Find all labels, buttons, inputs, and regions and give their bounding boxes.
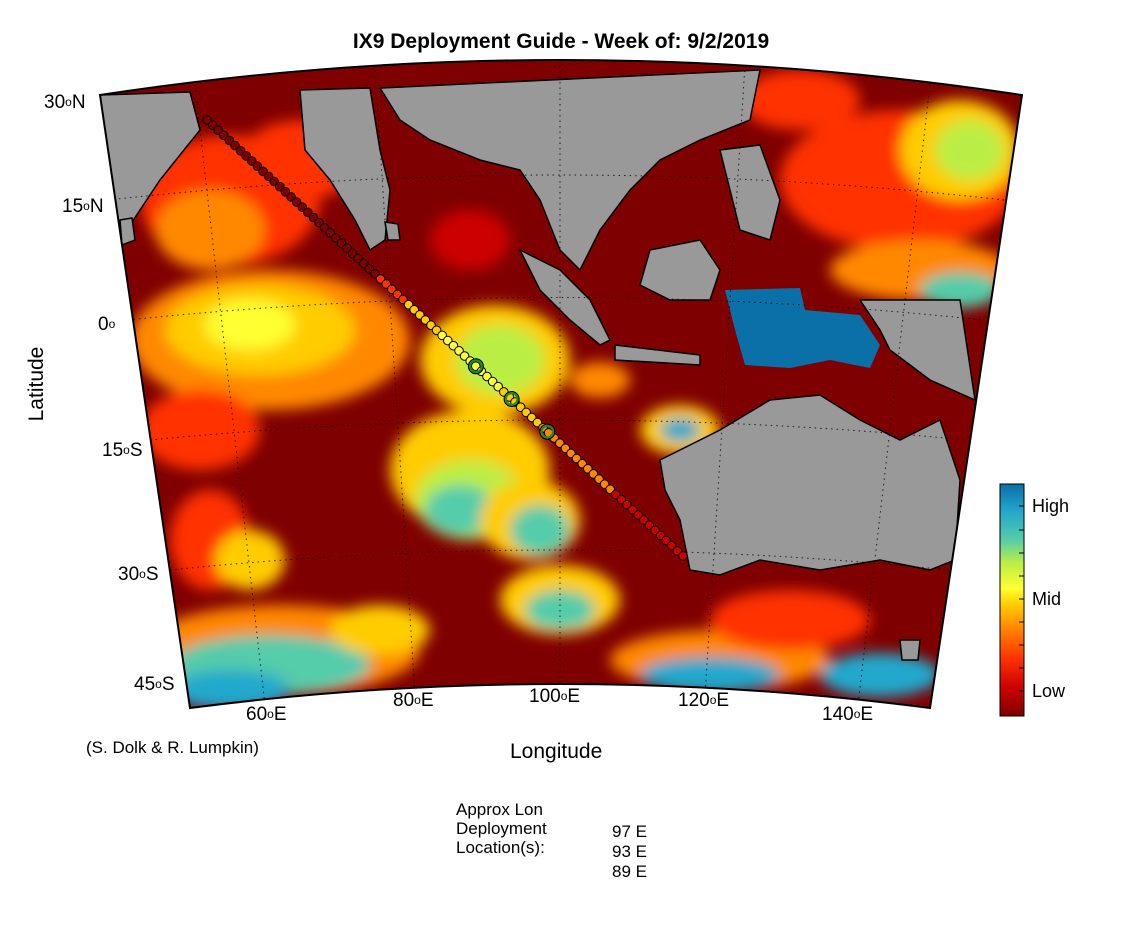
java-land [614,344,701,366]
india-land [299,87,391,252]
sumatra-land [518,248,612,346]
deployment-marker [504,391,519,407]
lon-tick-100e: 100oE [529,686,581,707]
borneo-land [639,239,721,301]
ix9-transect [202,115,688,561]
philippines-land [719,144,781,241]
page-title: IX9 Deployment Guide - Week of: 9/2/2019 [352,30,770,53]
lon-tick-80e: 80oE [393,690,434,711]
deployment-marker [468,359,484,374]
deployment-locations: 97 E 93 E 89 E [612,822,647,882]
deployment-header-line: Location(s): [456,838,545,857]
lon-tick-120e: 120oE [678,690,730,711]
colorbar-ticks [1019,505,1024,692]
deployment-marker-outline [467,358,484,375]
deployment-header-line: Deployment [456,819,547,838]
new-guinea-land [858,299,976,402]
colorbar [999,483,1025,717]
deployment-marker-outline [503,391,520,407]
deployment-marker [540,424,555,439]
x-axis-title: Longitude [510,740,603,763]
lon-tick-60e: 60oE [246,704,287,725]
deployment-location: 93 E [612,842,647,861]
tasmania-land [899,639,921,661]
graticule [107,60,1005,706]
lat-tick-15n: 15oN [62,196,104,217]
land [100,69,976,661]
deployment-header: Approx Lon Deployment Location(s): [456,800,547,857]
asia-land [378,69,761,272]
lon-tick-140e: 140oE [822,704,874,725]
transect-marker [678,551,688,561]
lat-tick-45s: 45oS [134,674,175,695]
lat-tick-15s: 15oS [102,440,143,461]
y-axis-title: Latitude [25,346,48,422]
colorbar-label-high: High [1032,496,1070,516]
banda-sea-high [725,288,880,368]
colorbar-label-mid: Mid [1032,589,1062,609]
australia-land [659,394,961,576]
lat-tick-30s: 30oS [118,564,159,585]
deployment-location: 97 E [612,822,647,841]
data-field-blobs [130,70,1020,708]
lat-tick-30n: 30oN [44,92,86,113]
map-frame [98,59,1024,710]
lat-tick-0: 0o [98,314,116,335]
deployment-header-line: Approx Lon [456,800,543,819]
colorbar-label-low: Low [1032,681,1066,701]
deployment-location: 89 E [612,862,647,881]
credit-text: (S. Dolk & R. Lumpkin) [86,738,259,757]
deployment-marker-outline [539,423,556,440]
sri-lanka-land [384,221,401,241]
map-field [100,60,1022,708]
